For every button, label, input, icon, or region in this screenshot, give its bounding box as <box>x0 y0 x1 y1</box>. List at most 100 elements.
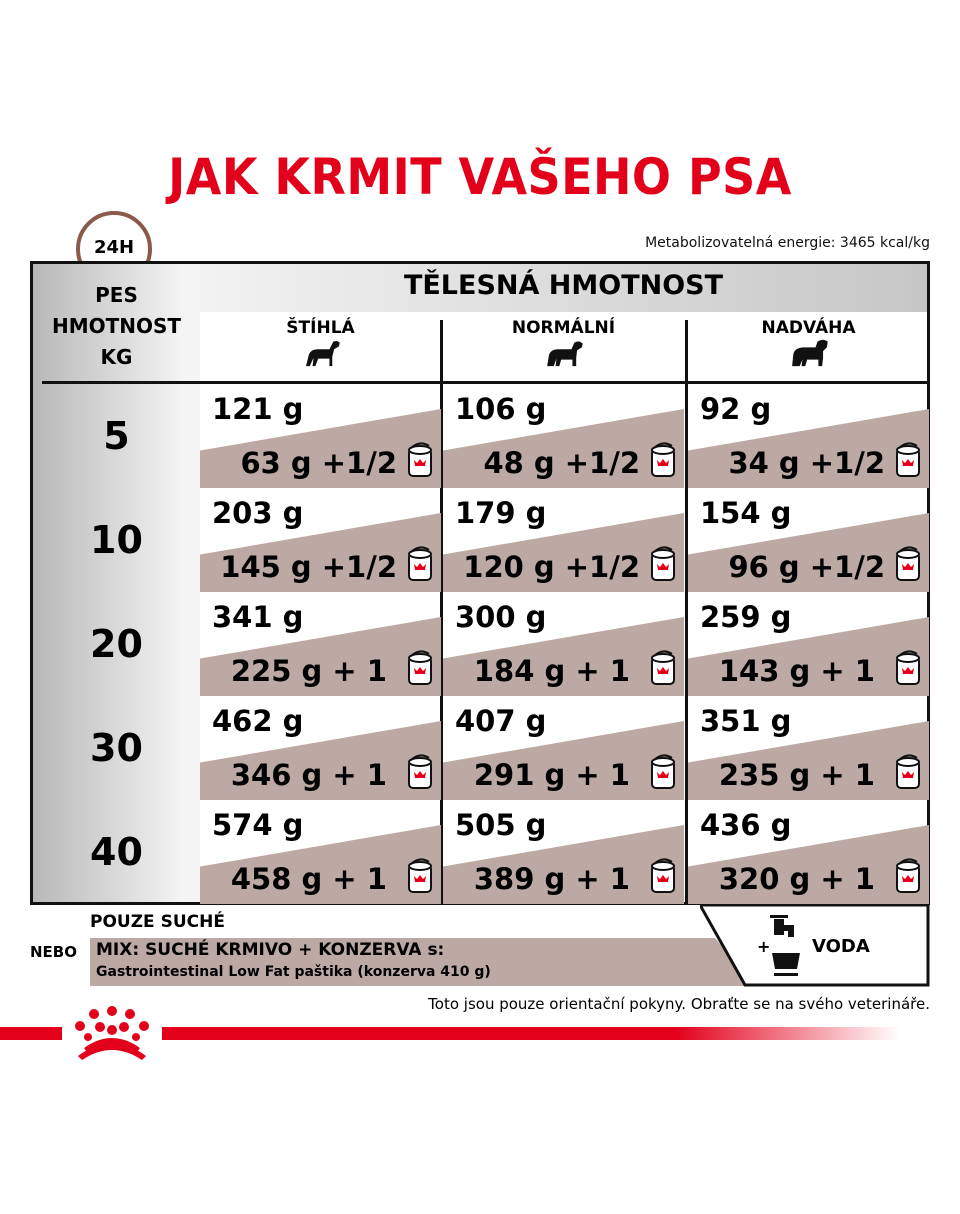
dry-amount: 92 g <box>700 392 772 426</box>
table-cell: 121 g 63 g +1/2 <box>200 384 441 488</box>
mix-band <box>90 938 755 986</box>
mix-amount: 63 g +1/2 <box>240 446 397 480</box>
mix-label: MIX: SUCHÉ KRMIVO + KONZERVA s: <box>96 940 445 960</box>
can-icon <box>651 650 675 685</box>
can-icon <box>651 858 675 893</box>
dog-silhouette-icon <box>305 341 340 367</box>
divider <box>42 381 930 384</box>
table-cell: 106 g 48 g +1/2 <box>443 384 684 488</box>
dry-amount: 407 g <box>455 704 547 738</box>
can-icon <box>896 754 920 789</box>
can-icon <box>408 442 432 477</box>
mix-amount: 346 g + 1 <box>230 758 397 792</box>
tap-water-icon <box>770 915 800 976</box>
dog-weight-kg: 30 <box>90 726 143 770</box>
dry-amount: 154 g <box>700 496 792 530</box>
dry-amount: 121 g <box>212 392 304 426</box>
table-cell: 341 g 225 g + 1 <box>200 592 441 696</box>
mix-product: Gastrointestinal Low Fat paštika (konzer… <box>96 964 491 980</box>
table-cell: 300 g 184 g + 1 <box>443 592 684 696</box>
divider <box>685 320 688 905</box>
table-cell: 462 g 346 g + 1 <box>200 696 441 800</box>
mix-amount: 145 g +1/2 <box>220 550 397 584</box>
dry-only-label: POUZE SUCHÉ <box>90 912 225 932</box>
can-icon <box>408 754 432 789</box>
table-cell: 574 g 458 g + 1 <box>200 800 441 904</box>
water-box <box>700 905 930 987</box>
column-label: NORMÁLNÍ <box>511 318 616 338</box>
can-icon <box>896 546 920 581</box>
column-label: ŠTÍHLÁ <box>286 318 355 338</box>
mix-amount: 96 g +1/2 <box>728 550 885 584</box>
band-bg <box>200 264 927 312</box>
can-icon <box>896 442 920 477</box>
can-icon <box>408 858 432 893</box>
mix-amount: 225 g + 1 <box>230 654 397 688</box>
mix-amount: 120 g +1/2 <box>463 550 640 584</box>
mix-amount: 320 g + 1 <box>718 862 885 896</box>
column-label: NADVÁHA <box>761 318 856 338</box>
or-label: NEBO <box>30 943 77 961</box>
body-condition-heading: TĚLESNÁ HMOTNOST <box>403 270 724 301</box>
dry-amount: 436 g <box>700 808 792 842</box>
dog-weight-kg: 40 <box>90 830 143 874</box>
mix-amount: 458 g + 1 <box>230 862 397 896</box>
mix-amount: 143 g + 1 <box>718 654 885 688</box>
table-cell: 203 g 145 g +1/2 <box>200 488 441 592</box>
mix-amount: 34 g +1/2 <box>728 446 885 480</box>
table-cell: 259 g 143 g + 1 <box>688 592 929 696</box>
can-icon <box>896 650 920 685</box>
dry-amount: 351 g <box>700 704 792 738</box>
weight-heading: PES HMOTNOST KG <box>33 280 200 373</box>
mix-amount: 184 g + 1 <box>473 654 640 688</box>
table-cell: 351 g 235 g + 1 <box>688 696 929 800</box>
dry-amount: 462 g <box>212 704 304 738</box>
heading-line: PES <box>95 283 138 307</box>
dry-amount: 106 g <box>455 392 547 426</box>
dry-amount: 179 g <box>455 496 547 530</box>
page-title: JAK KRMIT VAŠEHO PSA <box>168 148 792 206</box>
can-icon <box>896 858 920 893</box>
dry-amount: 203 g <box>212 496 304 530</box>
dry-amount: 505 g <box>455 808 547 842</box>
can-icon <box>408 546 432 581</box>
royal-canin-crown-logo <box>62 1000 162 1062</box>
table-cell: 92 g 34 g +1/2 <box>688 384 929 488</box>
column-header-1: NORMÁLNÍ <box>443 318 684 373</box>
water-label: VODA <box>812 936 870 957</box>
plus-sign: + <box>757 937 771 956</box>
energy-info: Metabolizovatelná energie: 3465 kcal/kg <box>645 235 930 251</box>
dry-amount: 300 g <box>455 600 547 634</box>
column-header-0: ŠTÍHLÁ <box>200 318 441 373</box>
can-icon <box>408 650 432 685</box>
dog-weight-kg: 5 <box>103 414 130 458</box>
table-cell: 154 g 96 g +1/2 <box>688 488 929 592</box>
can-icon <box>651 442 675 477</box>
heading-line: KG <box>100 345 133 369</box>
dog-weight-kg: 20 <box>90 622 143 666</box>
table-cell: 505 g 389 g + 1 <box>443 800 684 904</box>
column-header-2: NADVÁHA <box>688 318 929 373</box>
can-icon <box>651 754 675 789</box>
dog-silhouette-icon <box>791 339 828 367</box>
dry-amount: 574 g <box>212 808 304 842</box>
can-icon <box>651 546 675 581</box>
clock-label: 24H <box>93 237 135 258</box>
mix-amount: 235 g + 1 <box>718 758 885 792</box>
dry-amount: 341 g <box>212 600 304 634</box>
dog-weight-kg: 10 <box>90 518 143 562</box>
heading-line: HMOTNOST <box>51 314 182 338</box>
table-cell: 407 g 291 g + 1 <box>443 696 684 800</box>
mix-amount: 389 g + 1 <box>473 862 640 896</box>
table-cell: 179 g 120 g +1/2 <box>443 488 684 592</box>
divider <box>440 320 443 905</box>
brand-stripe <box>0 1027 900 1040</box>
dry-amount: 259 g <box>700 600 792 634</box>
dog-silhouette-icon <box>546 341 583 367</box>
weight-column-bg <box>33 264 200 902</box>
mix-amount: 291 g + 1 <box>473 758 640 792</box>
footnote: Toto jsou pouze orientační pokyny. Obrať… <box>428 995 930 1013</box>
mix-amount: 48 g +1/2 <box>483 446 640 480</box>
table-cell: 436 g 320 g + 1 <box>688 800 929 904</box>
